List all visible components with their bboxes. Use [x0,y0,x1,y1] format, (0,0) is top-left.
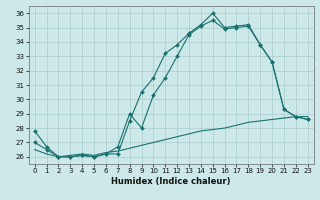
X-axis label: Humidex (Indice chaleur): Humidex (Indice chaleur) [111,177,231,186]
